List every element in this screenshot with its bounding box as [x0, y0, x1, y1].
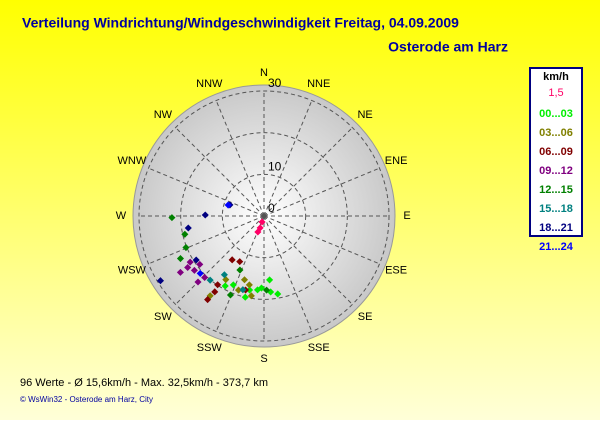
point	[220, 271, 228, 279]
point	[257, 284, 266, 292]
legend-title: km/h	[543, 71, 569, 83]
direction-label: S	[260, 353, 267, 365]
point	[201, 211, 209, 219]
point	[176, 255, 185, 263]
point	[184, 263, 192, 272]
point	[168, 214, 176, 222]
legend-entry: 21...24	[539, 241, 574, 253]
point	[204, 296, 212, 304]
legend-entry: 18...21	[539, 222, 573, 234]
r-tick-label: 0	[268, 201, 275, 215]
point	[241, 293, 249, 301]
direction-label: E	[403, 210, 410, 222]
point	[192, 256, 200, 264]
r-tick-label: 10	[268, 160, 282, 174]
point	[206, 276, 214, 284]
point	[201, 273, 209, 281]
point	[234, 286, 243, 294]
grid-ring	[221, 173, 307, 259]
direction-label: SSW	[197, 342, 223, 354]
point	[263, 286, 271, 294]
legend-entry: 06...09	[539, 146, 573, 158]
point	[196, 260, 204, 268]
direction-label: NE	[357, 109, 372, 121]
point	[190, 266, 198, 274]
point	[226, 291, 234, 299]
point	[228, 256, 236, 264]
point	[194, 278, 202, 286]
direction-label: W	[116, 210, 127, 222]
direction-label: NW	[154, 109, 173, 121]
point	[236, 258, 244, 266]
legend-entry: 12...15	[539, 184, 573, 196]
point	[214, 281, 222, 289]
point	[176, 268, 184, 276]
legend-entry: 1,5	[548, 87, 563, 99]
direction-label: WNW	[118, 155, 147, 167]
point	[240, 276, 249, 284]
point	[181, 230, 189, 238]
point	[211, 288, 219, 296]
point	[247, 292, 255, 300]
point	[274, 290, 282, 298]
legend-entry: 09...12	[539, 165, 573, 177]
point	[245, 281, 253, 289]
direction-label: SE	[358, 311, 373, 323]
point	[236, 266, 244, 274]
credit: © WsWin32 - Osterode am Harz, City	[20, 395, 153, 404]
point	[246, 286, 254, 294]
direction-label: WSW	[118, 265, 147, 277]
point	[239, 286, 247, 294]
point	[182, 243, 190, 252]
point	[184, 224, 192, 232]
point	[156, 277, 165, 285]
legend-box	[529, 67, 583, 237]
direction-label: NNW	[196, 78, 223, 90]
grid-ring	[138, 90, 390, 342]
point	[258, 218, 266, 226]
point	[229, 281, 237, 289]
direction-label: ENE	[385, 155, 408, 167]
direction-label: N	[260, 67, 268, 79]
chart-title: Verteilung Windrichtung/Windgeschwindigk…	[22, 15, 459, 31]
direction-label: SSE	[308, 342, 330, 354]
chart-subtitle: Osterode am Harz	[388, 39, 508, 55]
direction-label: ESE	[385, 265, 407, 277]
point	[224, 201, 232, 209]
r-tick-label: 30	[268, 76, 282, 90]
point	[221, 282, 229, 290]
grid-ring	[180, 132, 348, 300]
footer: 96 Werte - Ø 15,6km/h - Max. 32,5km/h - …	[20, 377, 268, 389]
point	[196, 269, 204, 277]
direction-label: NNE	[307, 78, 330, 90]
legend-entry: 03...06	[539, 127, 573, 139]
direction-label: SW	[154, 311, 172, 323]
legend-entry: 15...18	[539, 203, 573, 215]
point	[186, 258, 194, 266]
legend-entry: 00...03	[539, 108, 573, 120]
point	[266, 276, 274, 284]
